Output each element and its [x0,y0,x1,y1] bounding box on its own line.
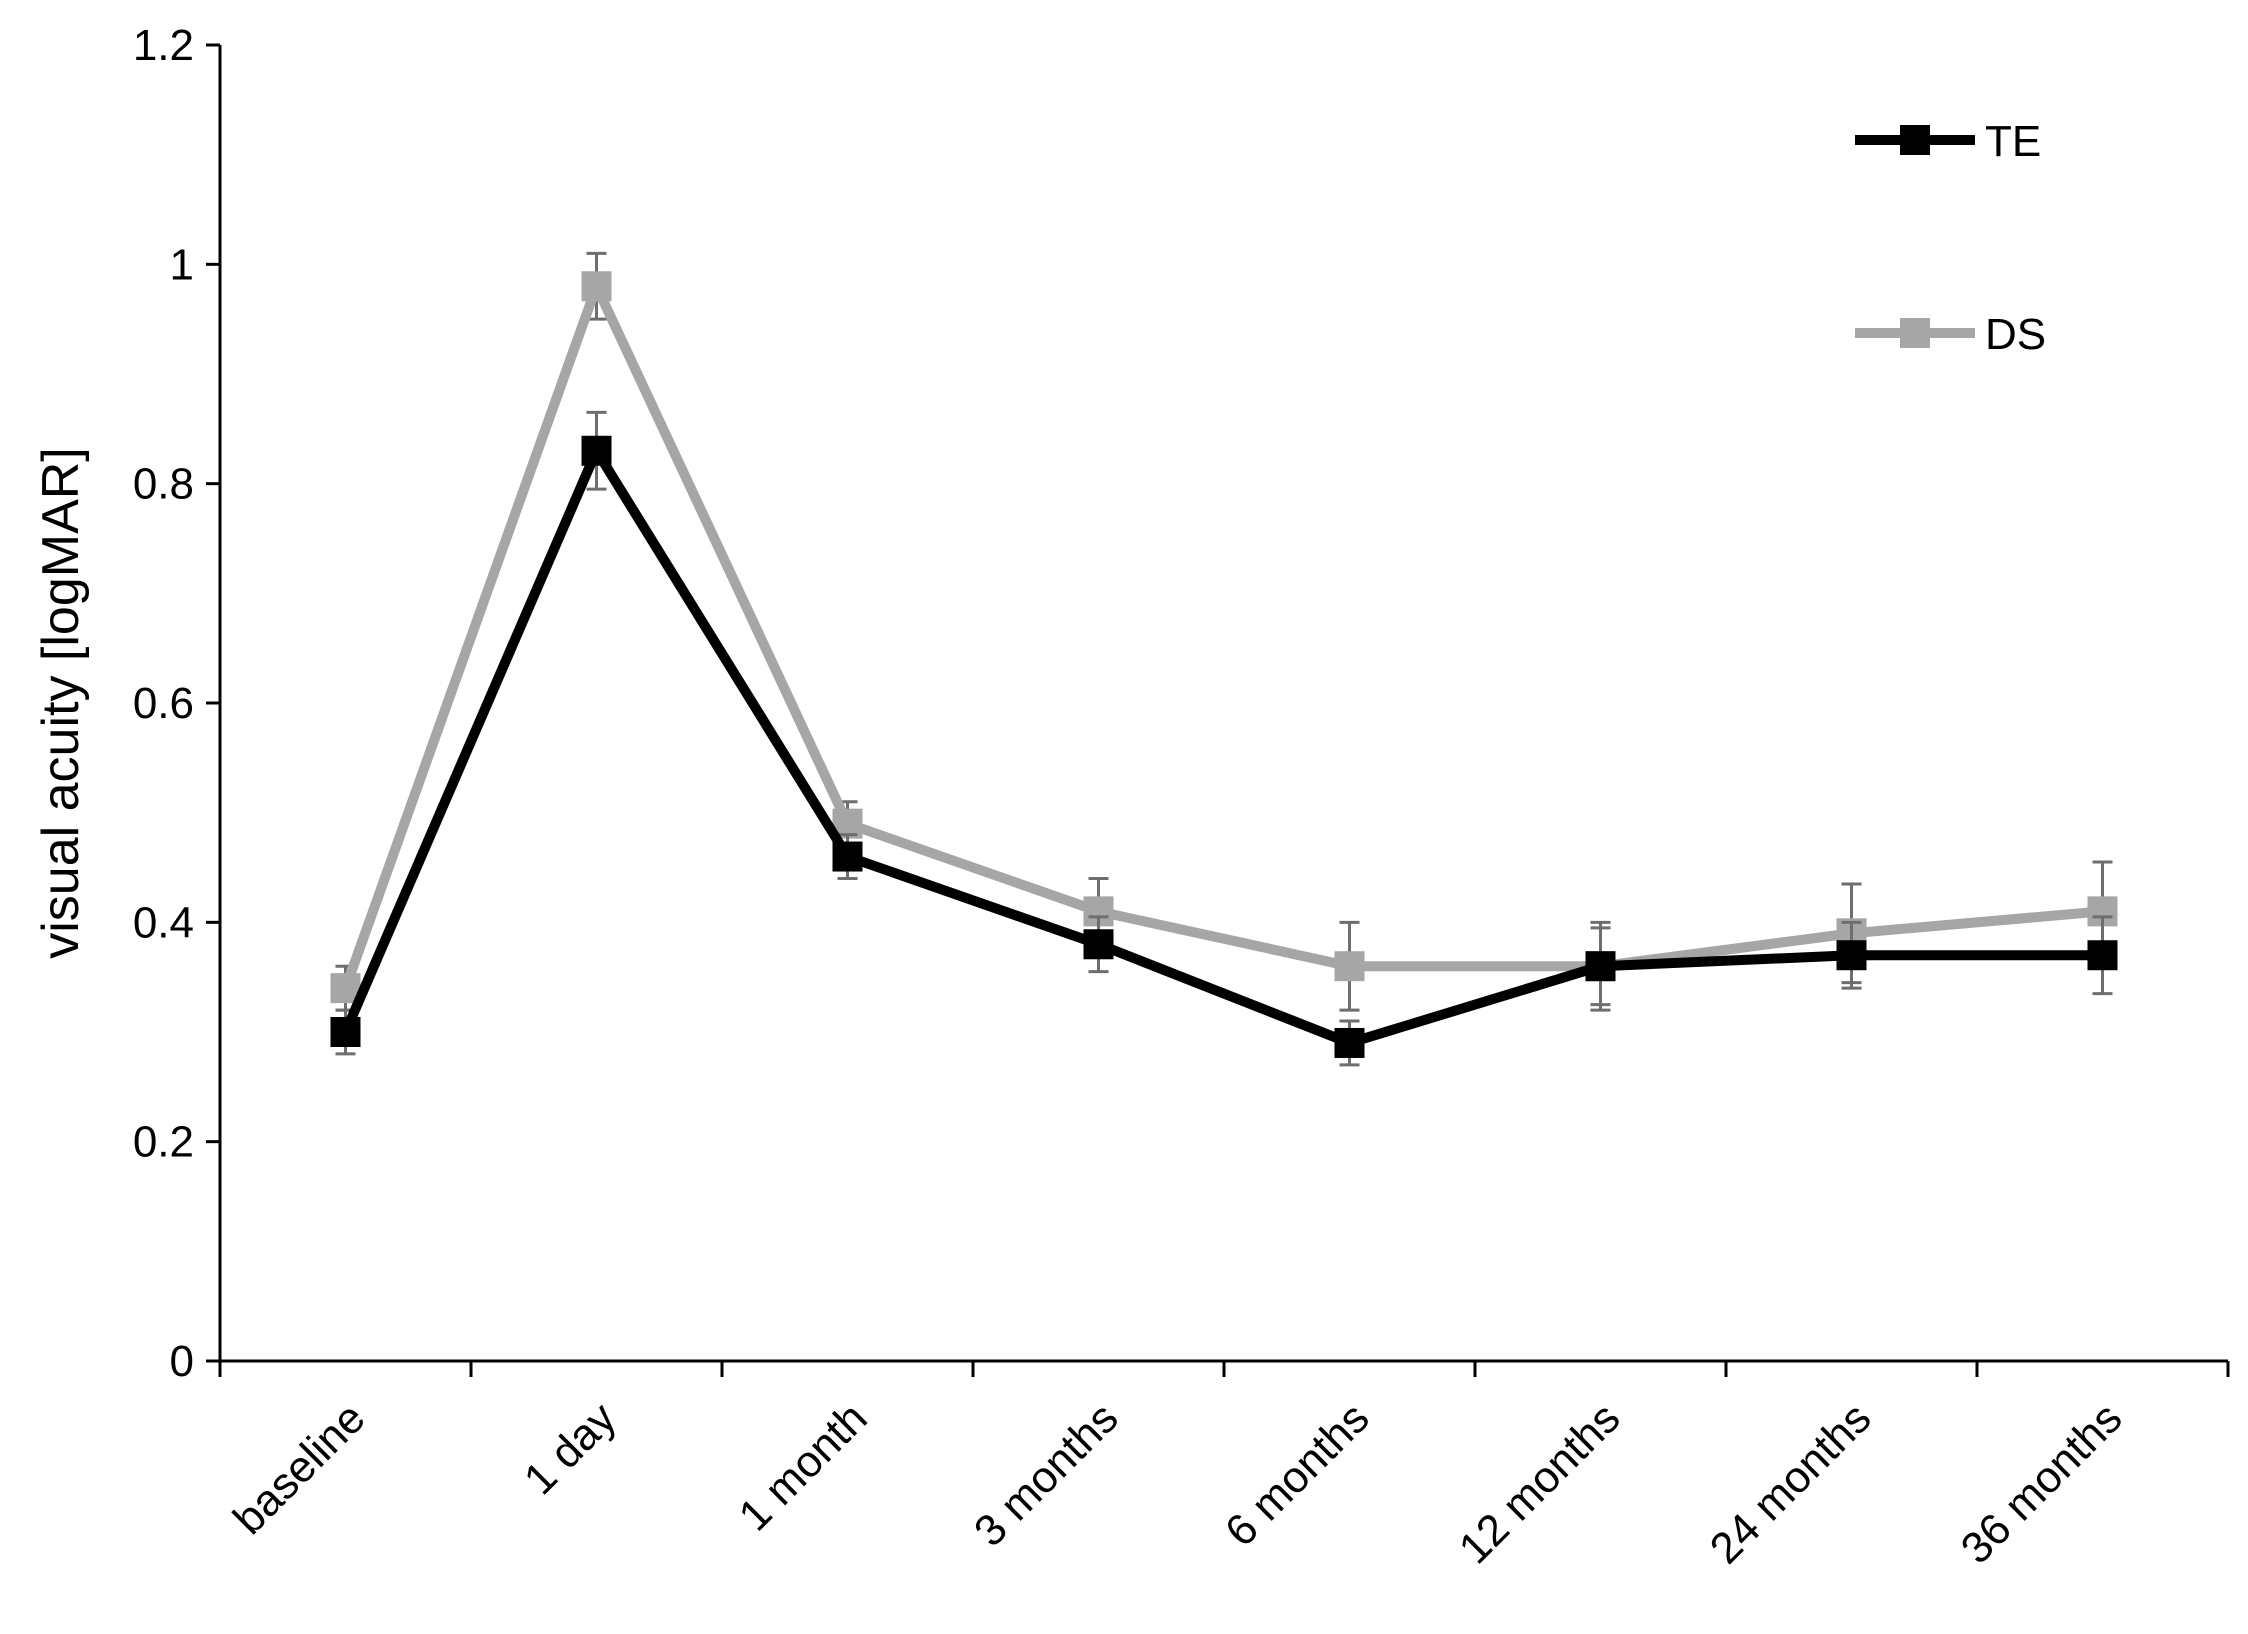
y-tick-label: 0.6 [133,679,194,728]
x-tick-label: 6 months [1216,1393,1379,1556]
y-axis-ticks: 0 0.2 0.4 0.6 0.8 1 1.2 [133,21,220,1386]
series-line [340,281,2103,990]
data-point [1836,940,1867,971]
axes [218,45,2228,1363]
legend: TE DS [1855,117,2046,359]
data-point [1083,929,1114,960]
x-tick-label: 24 months [1701,1393,1881,1573]
x-tick-label: 3 months [965,1393,1128,1556]
y-tick-label: 0.4 [133,898,194,947]
data-point [330,1017,361,1047]
data-point [581,435,612,466]
y-tick-label: 0.2 [133,1118,194,1167]
data-point [1585,951,1616,982]
data-point [581,271,612,302]
legend-item-te: TE [1855,117,2041,166]
series-layer [330,251,2118,1067]
legend-marker [1900,318,1930,348]
x-tick-label: baseline [224,1393,375,1544]
x-tick-label: 36 months [1952,1393,2132,1573]
x-tick-label: 1 month [730,1393,877,1540]
series-ds [330,251,2118,1012]
legend-item-ds: DS [1855,310,2046,359]
data-point [1334,1027,1365,1058]
y-tick-label: 1.2 [133,21,194,70]
series-line [340,445,2103,1048]
data-point [2087,940,2118,971]
y-axis-label: visual acuity [logMAR] [32,447,90,959]
x-axis-ticks: baseline 1 day 1 month 3 months 6 months 12 m… [218,1361,2230,1573]
y-tick-label: 0 [170,1337,194,1386]
x-tick-label: 1 day [515,1393,626,1504]
y-tick-label: 0.8 [133,460,194,509]
legend-marker [1900,125,1930,155]
x-tick-label: 12 months [1450,1393,1630,1573]
series-te [330,410,2118,1067]
legend-label: TE [1985,117,2041,166]
y-tick-label: 1 [170,240,194,289]
data-point [1334,951,1365,982]
data-point [832,841,863,872]
legend-label: DS [1985,310,2046,359]
